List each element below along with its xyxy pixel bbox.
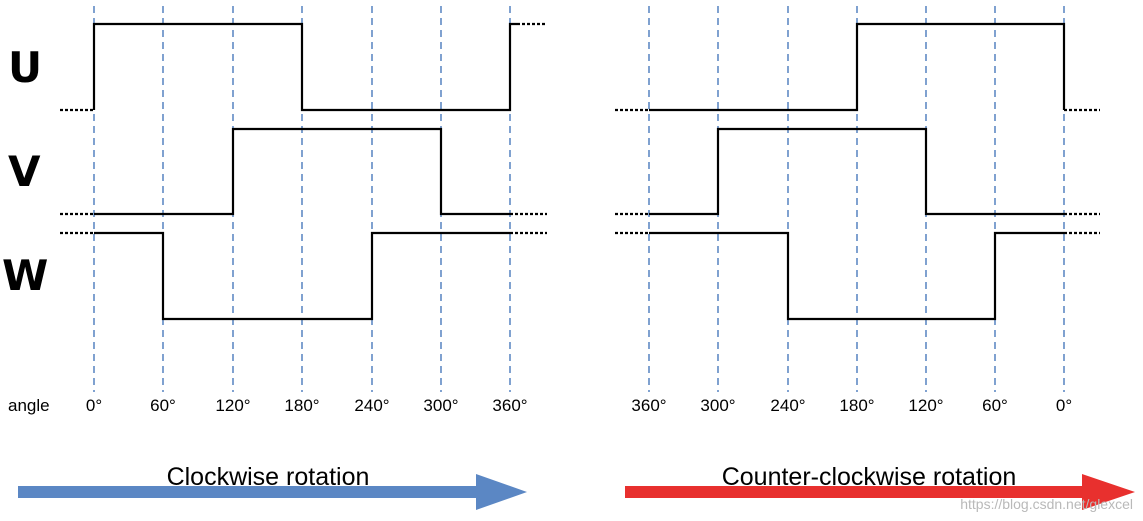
- clockwise-angle-label: 0°: [86, 396, 102, 415]
- clockwise-angle-label: 240°: [354, 396, 389, 415]
- counter-clockwise-waveforms: [615, 22, 1100, 321]
- counter-clockwise-angle-label: 180°: [839, 396, 874, 415]
- clockwise-angle-label: 120°: [215, 396, 250, 415]
- phase-label-u: U: [8, 43, 42, 92]
- counter-clockwise-angle-label: 0°: [1056, 396, 1072, 415]
- watermark: https://blog.csdn.net/glexcel: [960, 496, 1133, 512]
- clockwise-panel: angle 0° 60° 120° 180° 240° 300° 360° Clockwis…: [8, 6, 547, 510]
- counter-clockwise-angle-label: 300°: [700, 396, 735, 415]
- clockwise-angle-label: 360°: [492, 396, 527, 415]
- clockwise-angle-label: 300°: [423, 396, 458, 415]
- counter-clockwise-w-waveform: [649, 231, 1064, 321]
- phase-label-v: V: [8, 147, 41, 196]
- counter-clockwise-angle-label: 360°: [631, 396, 666, 415]
- counter-clockwise-panel: 360° 300° 240° 180° 120° 60° 0° Counter-clockw…: [615, 6, 1135, 512]
- clockwise-v-waveform: [94, 127, 510, 216]
- counter-clockwise-angle-labels: 360° 300° 240° 180° 120° 60° 0°: [631, 396, 1072, 415]
- clockwise-caption: Clockwise rotation: [167, 463, 370, 491]
- counter-clockwise-u-waveform: [649, 22, 1066, 112]
- counter-clockwise-caption: Counter-clockwise rotation: [722, 463, 1017, 491]
- clockwise-angle-labels: 0° 60° 120° 180° 240° 300° 360°: [86, 396, 528, 415]
- counter-clockwise-angle-label: 120°: [908, 396, 943, 415]
- clockwise-u-waveform: [92, 22, 517, 112]
- counter-clockwise-angle-label: 240°: [770, 396, 805, 415]
- counter-clockwise-angle-label: 60°: [982, 396, 1008, 415]
- phase-label-w: W: [2, 251, 48, 300]
- clockwise-angle-label: 60°: [150, 396, 176, 415]
- angle-axis-label: angle: [8, 396, 50, 415]
- clockwise-angle-label: 180°: [284, 396, 319, 415]
- clockwise-w-waveform: [94, 231, 510, 321]
- clockwise-waveforms: [60, 22, 547, 321]
- counter-clockwise-arrow: [625, 474, 1135, 510]
- counter-clockwise-v-waveform: [649, 127, 1064, 216]
- clockwise-arrow: [18, 474, 527, 510]
